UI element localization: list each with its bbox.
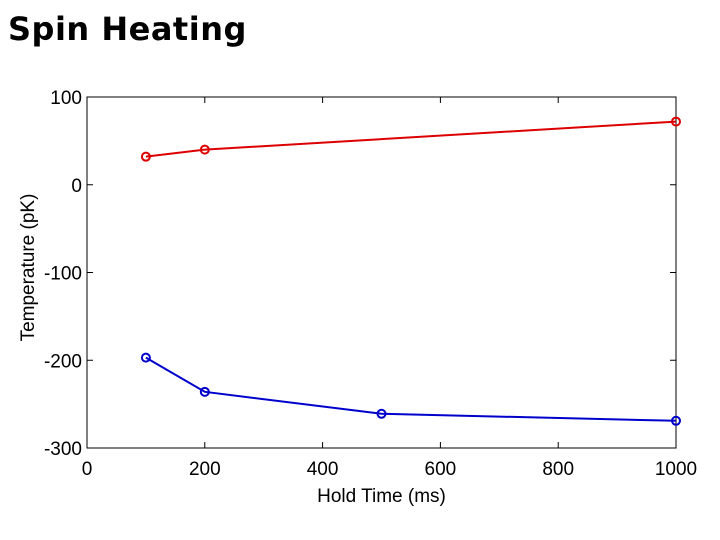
x-tick-label: 200 xyxy=(189,459,221,480)
x-tick-label: 800 xyxy=(542,459,574,480)
y-tick-label: -200 xyxy=(44,351,82,372)
x-tick-label: 1000 xyxy=(655,459,697,480)
axis-tick-labels: 0 200 400 600 800 1000 -300 -200 -100 0 100 xyxy=(44,88,697,480)
plot-area xyxy=(86,96,677,449)
x-tick-label: 600 xyxy=(425,459,457,480)
series-group xyxy=(140,116,681,426)
y-tick-label: 100 xyxy=(50,88,82,109)
x-axis-label: Hold Time (ms) xyxy=(317,486,446,507)
data-point xyxy=(140,151,151,162)
data-point xyxy=(376,408,387,419)
y-tick-label: -300 xyxy=(44,439,82,460)
y-tick-label: 0 xyxy=(71,176,82,197)
data-point xyxy=(140,352,151,363)
data-point xyxy=(199,386,210,397)
data-point xyxy=(671,116,681,127)
y-axis-label: Temperature (pK) xyxy=(18,194,39,342)
series-line-0 xyxy=(145,120,677,158)
x-tick-label: 0 xyxy=(82,459,93,480)
data-point xyxy=(671,415,681,426)
x-tick-label: 400 xyxy=(307,459,339,480)
axis-ticks xyxy=(86,96,677,449)
data-point xyxy=(199,144,210,155)
series-line-1 xyxy=(145,356,677,422)
page-title: Spin Heating xyxy=(8,10,247,48)
y-tick-label: -100 xyxy=(44,264,82,285)
